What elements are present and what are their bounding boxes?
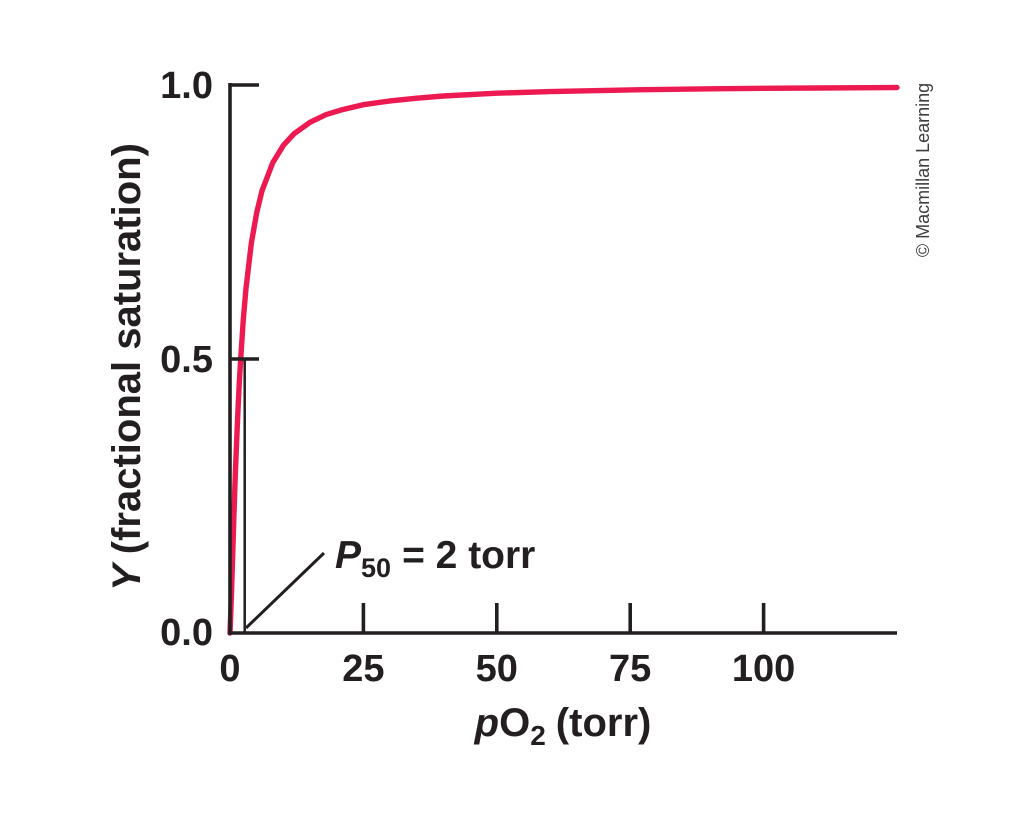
x-tick-label-0: 0 <box>219 648 240 690</box>
p50-annotation-symbol: P <box>335 534 362 577</box>
p50-annotation: P50 = 2 torr <box>335 534 535 583</box>
x-tick-label-75: 75 <box>609 648 651 690</box>
y-tick-label-1.0: 1.0 <box>160 65 213 107</box>
y-axis-label: Y (fractional saturation) <box>105 143 149 591</box>
x-axis-label-unit: (torr) <box>556 701 652 745</box>
x-tick-label-25: 25 <box>342 648 384 690</box>
annotation-pointer-line <box>244 551 326 630</box>
x-axis-label: pO2 (torr) <box>474 701 652 751</box>
x-tick-label-100: 100 <box>732 648 795 690</box>
x-tick-label-50: 50 <box>476 648 518 690</box>
binding-curve <box>227 84 900 636</box>
y-tick-label-0.0: 0.0 <box>160 612 213 654</box>
x-axis-label-o: O <box>499 701 530 745</box>
y-axis-label-text: (fractional saturation) <box>105 143 149 554</box>
x-axis-label-subscript: 2 <box>530 720 546 751</box>
y-tick-label-0.5: 0.5 <box>160 339 213 381</box>
copyright-notice: © Macmillan Learning <box>913 83 933 257</box>
x-axis-label-p: p <box>474 701 499 745</box>
p50-annotation-value: = 2 torr <box>402 534 535 577</box>
p50-annotation-subscript: 50 <box>361 553 391 583</box>
y-axis-label-symbol: Y <box>105 561 149 591</box>
